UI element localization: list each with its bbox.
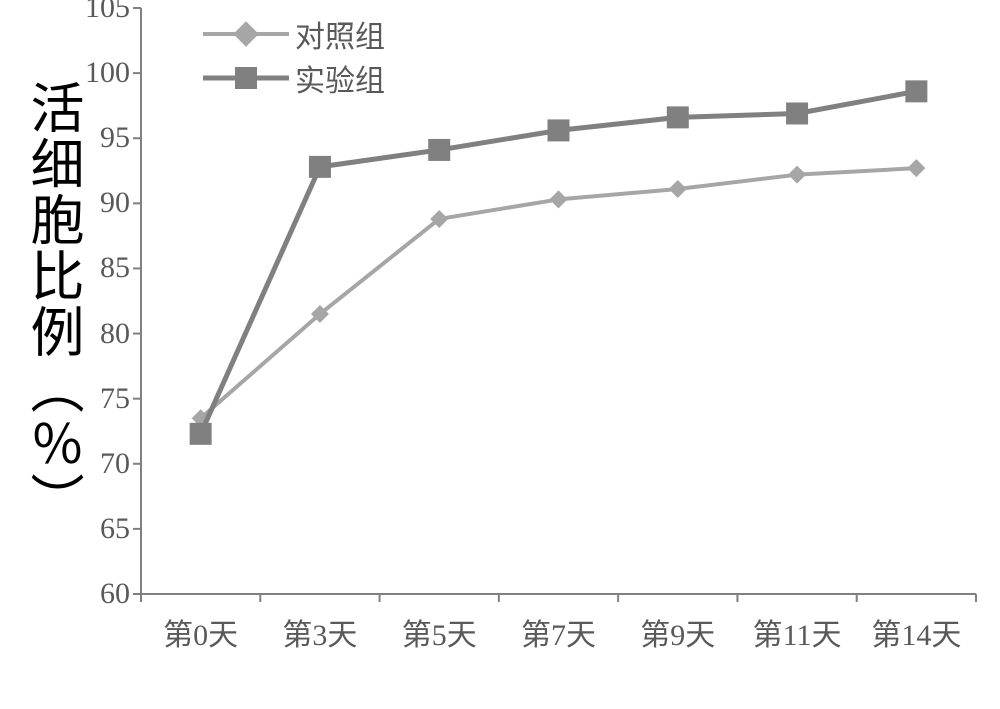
chart-svg bbox=[0, 0, 1000, 709]
chart-container: 活细胞比例（％） 对照组实验组 6065707580859095100105 第… bbox=[0, 0, 1000, 709]
